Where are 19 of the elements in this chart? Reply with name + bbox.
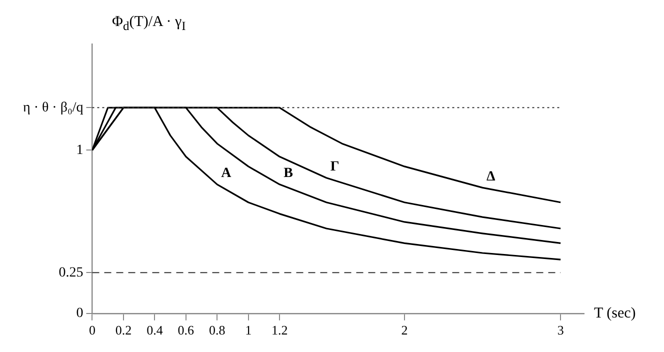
x-axis-title: T (sec) <box>594 305 636 322</box>
y-tick-label: 0 <box>76 306 84 322</box>
x-tick-label: 1 <box>245 322 252 338</box>
x-tick-label: 2 <box>401 322 408 338</box>
x-tick-label: 0 <box>88 322 96 338</box>
x-tick-label: 0.2 <box>115 322 132 338</box>
series-label: Β <box>284 166 293 182</box>
y-tick-label: 1 <box>76 142 84 158</box>
x-tick-label: 0.4 <box>146 322 164 338</box>
x-tick-label: 0.6 <box>178 322 195 338</box>
y-tick-label: η · θ · β₀/q <box>22 100 84 116</box>
x-tick-label: 3 <box>557 322 564 338</box>
y-tick-label: 0.25 <box>58 265 84 280</box>
series-label: Γ <box>330 159 340 174</box>
series-label: Δ <box>486 169 496 184</box>
y-axis-title: Φ$_{d}$(T)/A · γ$_{I}$ <box>112 14 186 34</box>
x-tick-label: 1.2 <box>271 322 288 338</box>
x-tick-label: 0.8 <box>209 322 226 338</box>
series-label: A <box>221 166 232 182</box>
